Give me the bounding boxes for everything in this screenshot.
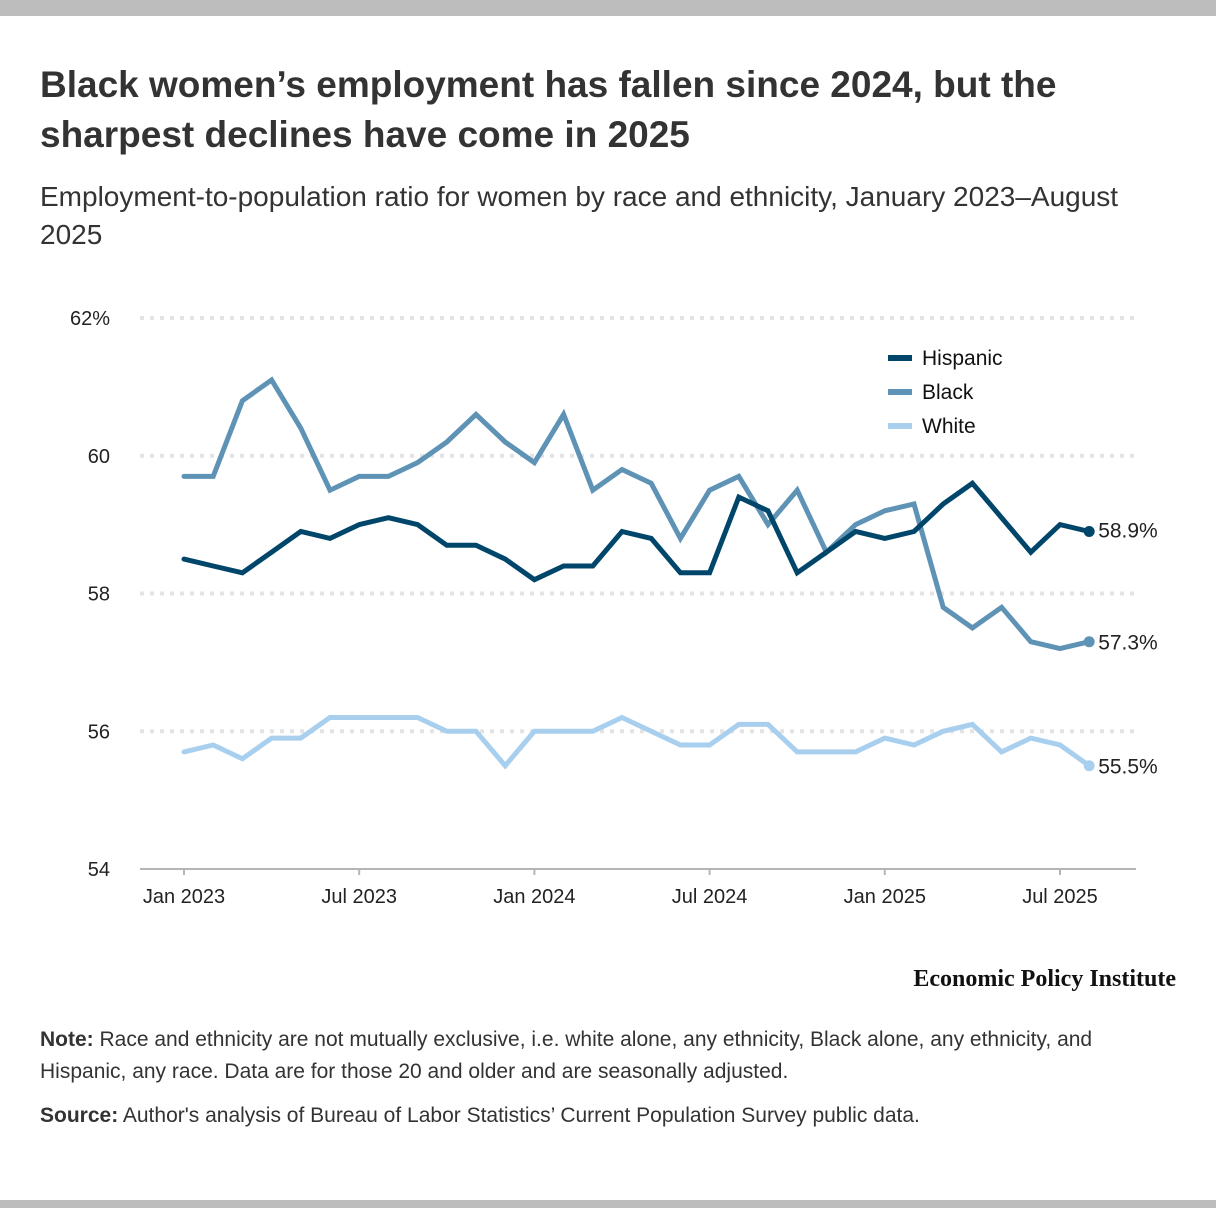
x-axis: Jan 2023 Jul 2023 Jan 2024 Jul 2024 Jan 2025… — [143, 869, 1098, 908]
y-tick-label: 58 — [88, 584, 110, 606]
source-text: Author's analysis of Bureau of Labor Sta… — [118, 1104, 920, 1127]
x-tick-label: Jan 2024 — [493, 886, 575, 908]
y-tick-label: 54 — [88, 859, 110, 881]
y-tick-label: 56 — [88, 721, 110, 743]
legend-label-hispanic: Hispanic — [922, 347, 1003, 370]
y-axis: 54 56 58 60 62% — [70, 308, 110, 881]
brand-logo: Economic Policy Institute — [913, 966, 1176, 992]
line-chart: 54 56 58 60 62% Jan 2023 Jul 2023 Jan 2024 Jul … — [70, 308, 1158, 908]
series-line-white — [181, 714, 1092, 770]
x-tick-label: Jan 2023 — [143, 886, 225, 908]
x-tick-label: Jan 2025 — [844, 886, 926, 908]
top-border — [0, 0, 1216, 16]
source: Source: Author's analysis of Bureau of L… — [40, 1100, 1180, 1132]
x-tick-label: Jul 2024 — [672, 886, 748, 908]
legend-label-black: Black — [922, 381, 974, 404]
legend: Hispanic Black White — [888, 347, 1003, 438]
chart-subtitle: Employment-to-population ratio for women… — [40, 181, 1119, 250]
end-point-hispanic — [1083, 526, 1095, 538]
note: Note: Race and ethnicity are not mutuall… — [40, 1024, 1180, 1088]
note-text: Race and ethnicity are not mutually excl… — [40, 1028, 1093, 1083]
y-tick-label: 60 — [88, 446, 110, 468]
bottom-border — [0, 1200, 1216, 1208]
x-tick-label: Jul 2025 — [1022, 886, 1098, 908]
note-label: Note: — [40, 1028, 94, 1051]
series-line-black — [181, 376, 1092, 652]
end-label-hispanic: 58.9% — [1098, 520, 1158, 543]
y-tick-label: 62% — [70, 308, 110, 330]
end-label-white: 55.5% — [1098, 756, 1158, 779]
gridlines — [140, 316, 1136, 870]
legend-label-white: White — [922, 415, 976, 438]
chart-title: Black women’s employment has fallen sinc… — [40, 64, 1057, 155]
source-label: Source: — [40, 1104, 119, 1127]
end-point-white — [1083, 760, 1095, 772]
series-lines: 55.5% 57.3% 58.9% — [181, 376, 1158, 779]
series-line-hispanic — [181, 479, 1092, 583]
x-tick-label: Jul 2023 — [321, 886, 397, 908]
end-label-black: 57.3% — [1098, 632, 1158, 655]
end-point-black — [1083, 636, 1095, 648]
